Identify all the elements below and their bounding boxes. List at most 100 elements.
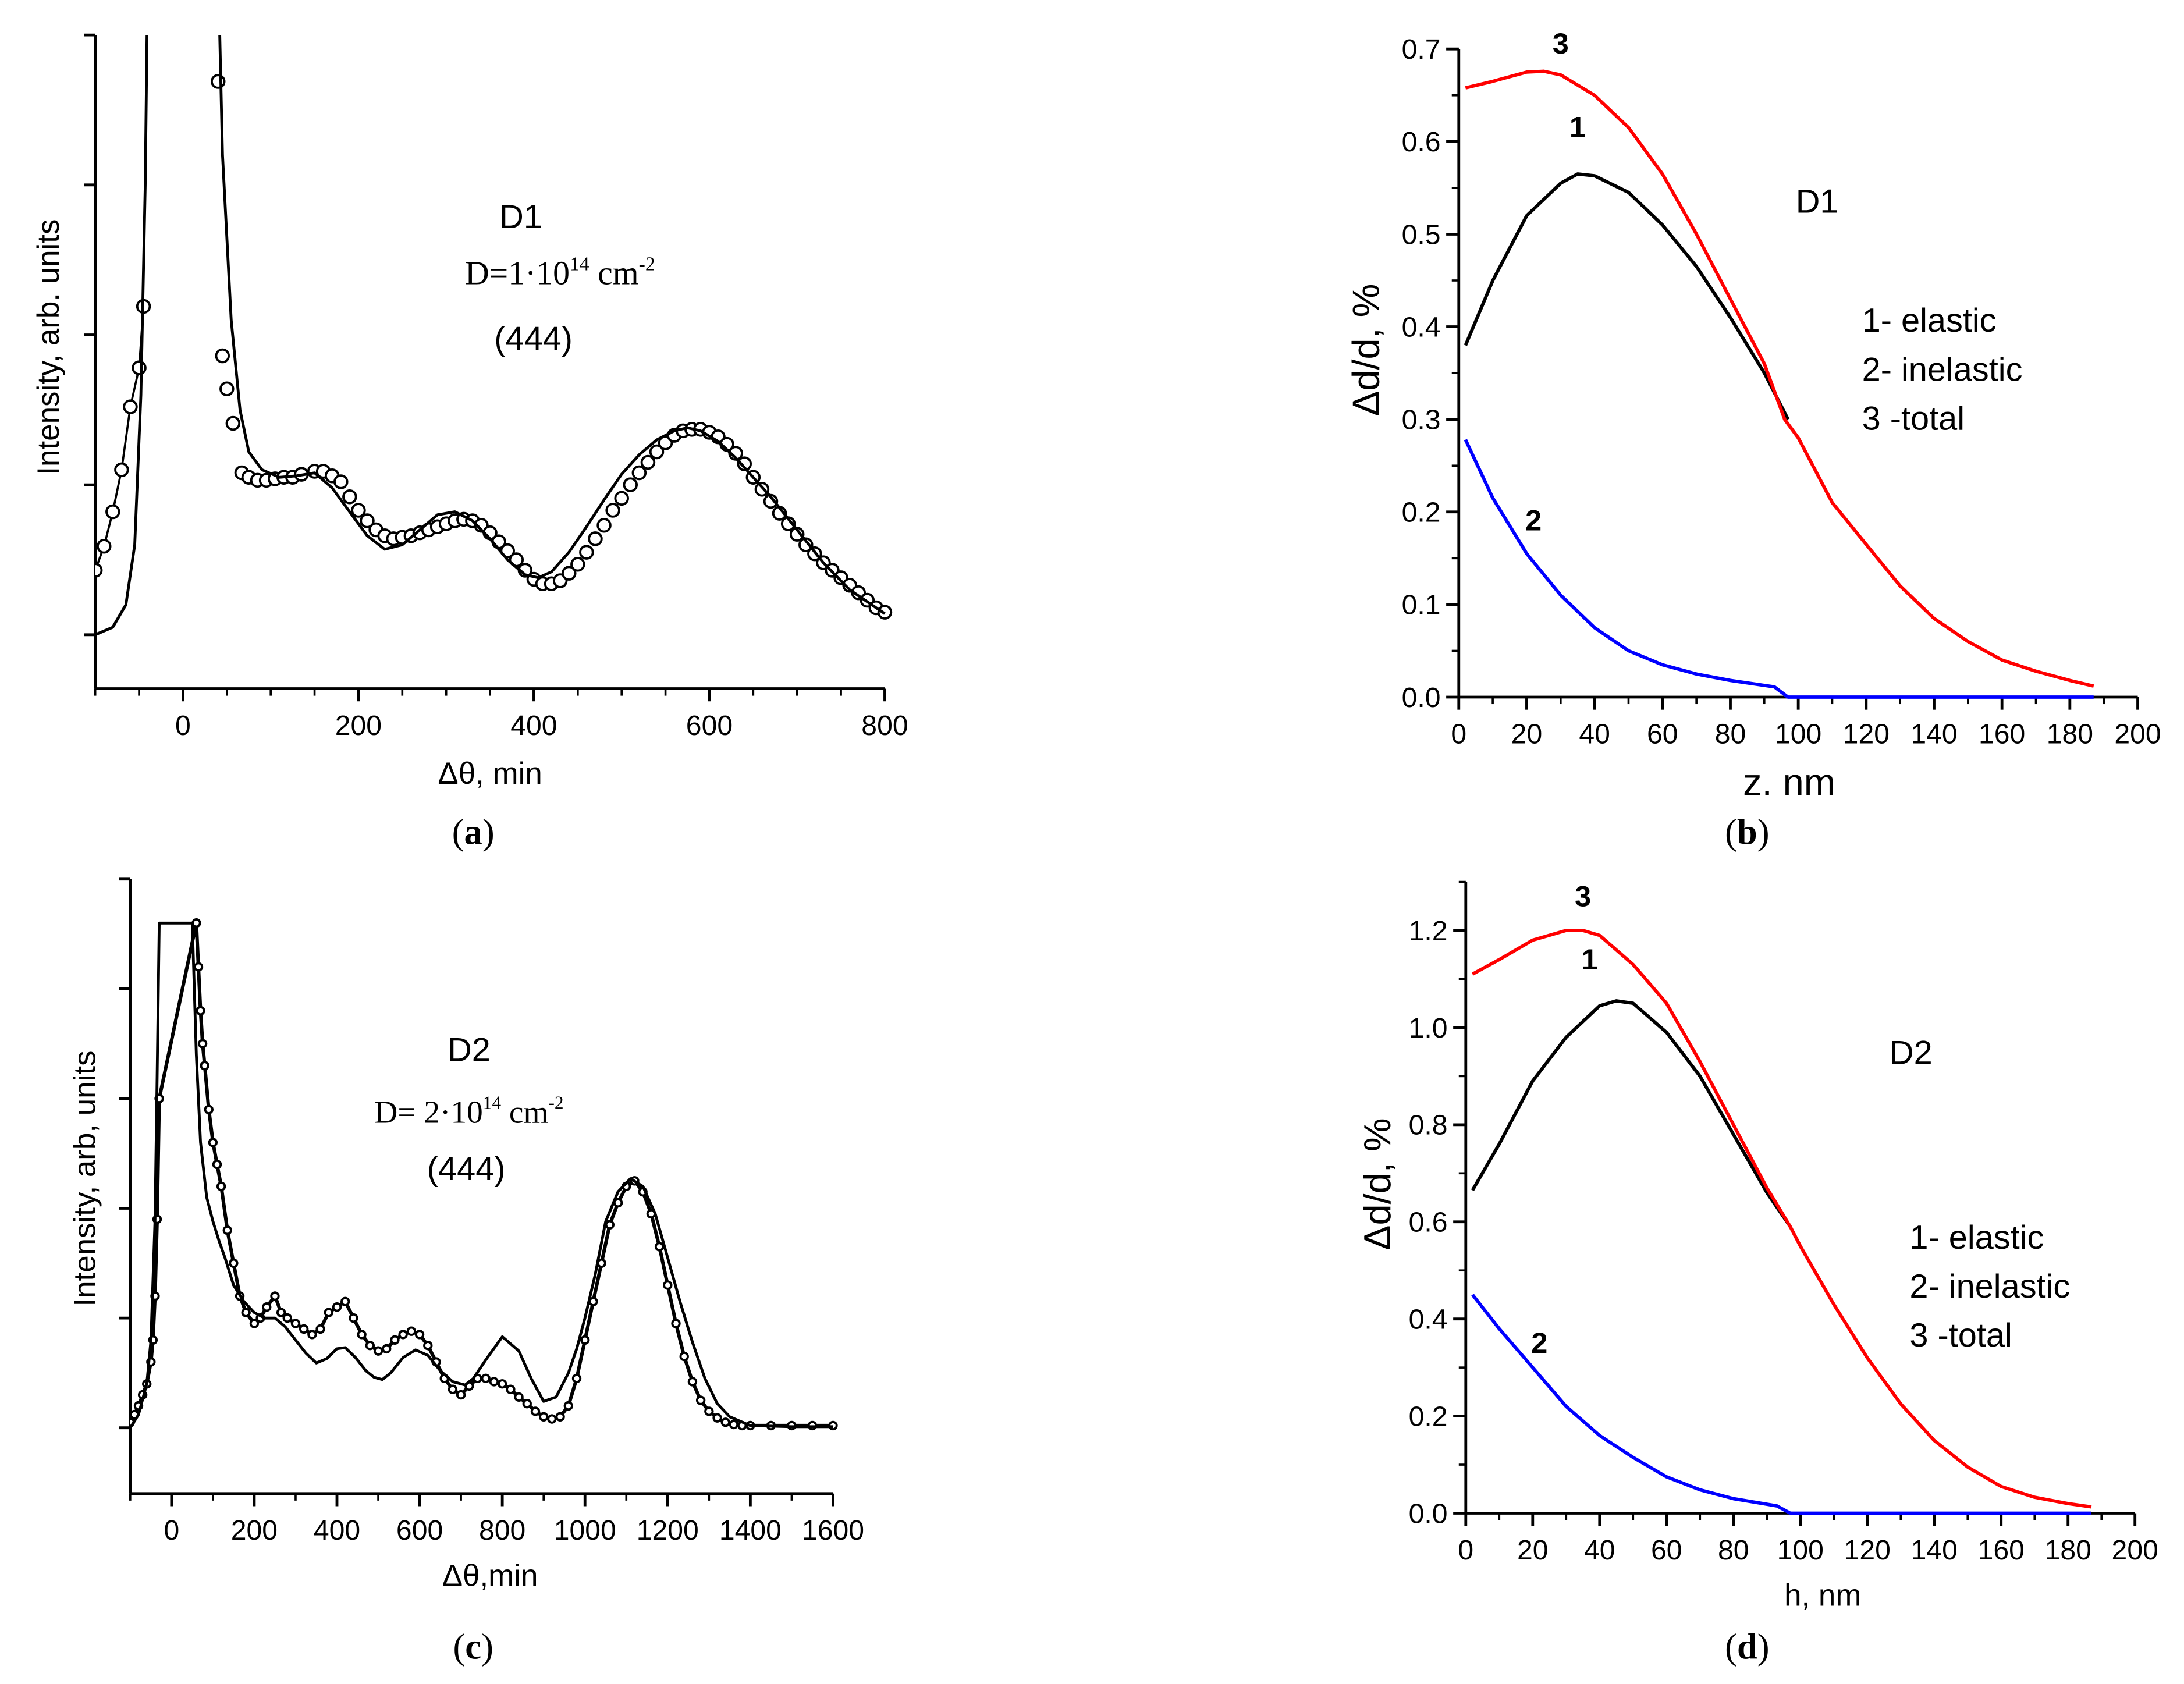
experiment-point bbox=[596, 517, 612, 533]
experiment-point bbox=[687, 1377, 698, 1387]
panel-a: 0 200 400 600 800 Δθ, min Intensity, arb. un… bbox=[31, 33, 908, 852]
panel-a-dose: D=1·1014 cm-2 bbox=[465, 253, 655, 292]
experiment-point bbox=[489, 1377, 499, 1387]
experiment-point bbox=[229, 1258, 239, 1268]
x-tick-label: 180 bbox=[2047, 718, 2093, 749]
experiment-point bbox=[105, 504, 120, 520]
experiment-point bbox=[196, 1006, 205, 1016]
y-tick-label: 0.2 bbox=[1402, 497, 1441, 528]
experiment-point bbox=[547, 1414, 557, 1424]
experiment-point bbox=[649, 444, 665, 460]
experiment-point bbox=[222, 1225, 232, 1235]
experiment-point bbox=[390, 1335, 400, 1345]
experiment-point bbox=[210, 74, 226, 89]
curve-label-1: 1 bbox=[1569, 110, 1586, 143]
experiment-point bbox=[605, 1220, 615, 1230]
panel-d-title: D2 bbox=[1890, 1034, 1933, 1071]
experiment-point bbox=[95, 563, 103, 578]
x-tick-label: 0 bbox=[175, 710, 191, 741]
x-tick-label: 600 bbox=[686, 710, 733, 741]
experiment-point bbox=[456, 1390, 466, 1400]
fit-line bbox=[95, 35, 886, 636]
x-tick-label: 100 bbox=[1775, 718, 1821, 749]
x-tick-label: 400 bbox=[314, 1515, 360, 1546]
experiment-point bbox=[729, 1419, 739, 1430]
experiment-point bbox=[571, 1373, 582, 1383]
experiment-point bbox=[332, 1302, 342, 1312]
x-tick-label: 120 bbox=[1844, 1534, 1891, 1566]
experiment-point bbox=[200, 1061, 209, 1071]
experiment-point bbox=[307, 1330, 317, 1340]
x-tick-label: 60 bbox=[1651, 1534, 1682, 1566]
experiment-point bbox=[193, 962, 204, 972]
fit-line bbox=[130, 921, 833, 1429]
experiment-point bbox=[215, 348, 230, 364]
experiment-point bbox=[631, 465, 647, 481]
series-line-3 bbox=[1471, 929, 2092, 1509]
x-tick-label: 80 bbox=[1715, 718, 1746, 749]
panel-d-xlabel: h, nm bbox=[1784, 1578, 1861, 1612]
panel-c-xlabel: Δθ,min bbox=[442, 1559, 538, 1593]
panel-c-reflection: (444) bbox=[427, 1150, 506, 1188]
experiment-point bbox=[640, 454, 656, 470]
y-tick-label: 0.2 bbox=[1409, 1401, 1448, 1432]
panel-d: 0 20 40 60 80 100 120 140 160 180 200 0.0 0.2 0.4 0.6 0… bbox=[1356, 879, 2158, 1667]
legend-entry: 2- inelastic bbox=[1862, 351, 2023, 388]
panel-c-axes: 0 200 400 600 800 1000 1200 1400 1600 bbox=[119, 877, 864, 1546]
x-tick-label: 40 bbox=[1584, 1534, 1615, 1566]
x-tick-label: 400 bbox=[510, 710, 557, 741]
x-tick-label: 0 bbox=[164, 1515, 179, 1546]
x-tick-label: 80 bbox=[1718, 1534, 1749, 1566]
panel-d-axes: 0 20 40 60 80 100 120 140 160 180 200 0.0 0.2 0.4 0.6 0… bbox=[1409, 880, 2158, 1566]
experiment-point bbox=[365, 1341, 375, 1351]
x-tick-label: 140 bbox=[1910, 718, 1957, 749]
panel-b-ylabel: Δd/d, % bbox=[1345, 284, 1387, 416]
panel-b-legend: 1- elastic 2- inelastic 3 -total bbox=[1862, 302, 2023, 437]
experiment-point bbox=[506, 1384, 516, 1394]
panel-d-marks bbox=[1471, 929, 2092, 1515]
experiment-point bbox=[241, 1308, 251, 1317]
experiment-point bbox=[712, 1413, 722, 1423]
x-tick-label: 200 bbox=[335, 710, 382, 741]
legend-entry: 3 -total bbox=[1909, 1317, 2012, 1354]
curve-label-2: 2 bbox=[1531, 1326, 1547, 1359]
experiment-point bbox=[249, 1319, 260, 1328]
x-tick-label: 800 bbox=[861, 710, 908, 741]
experiment-point bbox=[349, 1313, 358, 1323]
y-tick-label: 0.8 bbox=[1409, 1110, 1448, 1141]
x-tick-label: 0 bbox=[1451, 718, 1466, 749]
experiment-point bbox=[270, 1291, 280, 1301]
experiment-point bbox=[204, 1104, 214, 1114]
y-tick-label: 0.3 bbox=[1402, 404, 1441, 436]
x-tick-label: 140 bbox=[1911, 1534, 1958, 1566]
x-tick-label: 60 bbox=[1647, 718, 1678, 749]
experiment-point bbox=[555, 1412, 565, 1422]
experiment-point bbox=[406, 1326, 417, 1336]
experiment-point bbox=[132, 360, 147, 375]
x-tick-label: 200 bbox=[2114, 718, 2161, 749]
experiment-point bbox=[695, 1395, 706, 1405]
experiment-point bbox=[663, 1280, 673, 1290]
x-tick-label: 0 bbox=[1458, 1534, 1473, 1566]
panel-a-marks bbox=[95, 35, 893, 636]
experiment-point bbox=[373, 1346, 383, 1356]
experiment-point bbox=[340, 1296, 350, 1306]
experiment-point bbox=[398, 1330, 408, 1340]
legend-entry: 3 -total bbox=[1862, 400, 1965, 438]
curve-label-3: 3 bbox=[1553, 27, 1569, 60]
panel-b-title: D1 bbox=[1796, 183, 1839, 221]
experiment-point bbox=[481, 1373, 491, 1383]
series-line-1 bbox=[1464, 172, 1790, 421]
x-tick-label: 40 bbox=[1579, 718, 1610, 749]
y-tick-label: 0.4 bbox=[1409, 1304, 1448, 1335]
experiment-point bbox=[382, 1344, 392, 1354]
experiment-point bbox=[579, 545, 594, 560]
experiment-point bbox=[414, 1330, 425, 1340]
y-tick-label: 0.5 bbox=[1402, 219, 1441, 250]
experiment-point bbox=[333, 474, 349, 489]
experiment-point bbox=[614, 491, 629, 506]
panel-a-reflection: (444) bbox=[494, 320, 573, 357]
panel-c-title: D2 bbox=[448, 1031, 491, 1068]
experiment-point bbox=[342, 489, 357, 505]
